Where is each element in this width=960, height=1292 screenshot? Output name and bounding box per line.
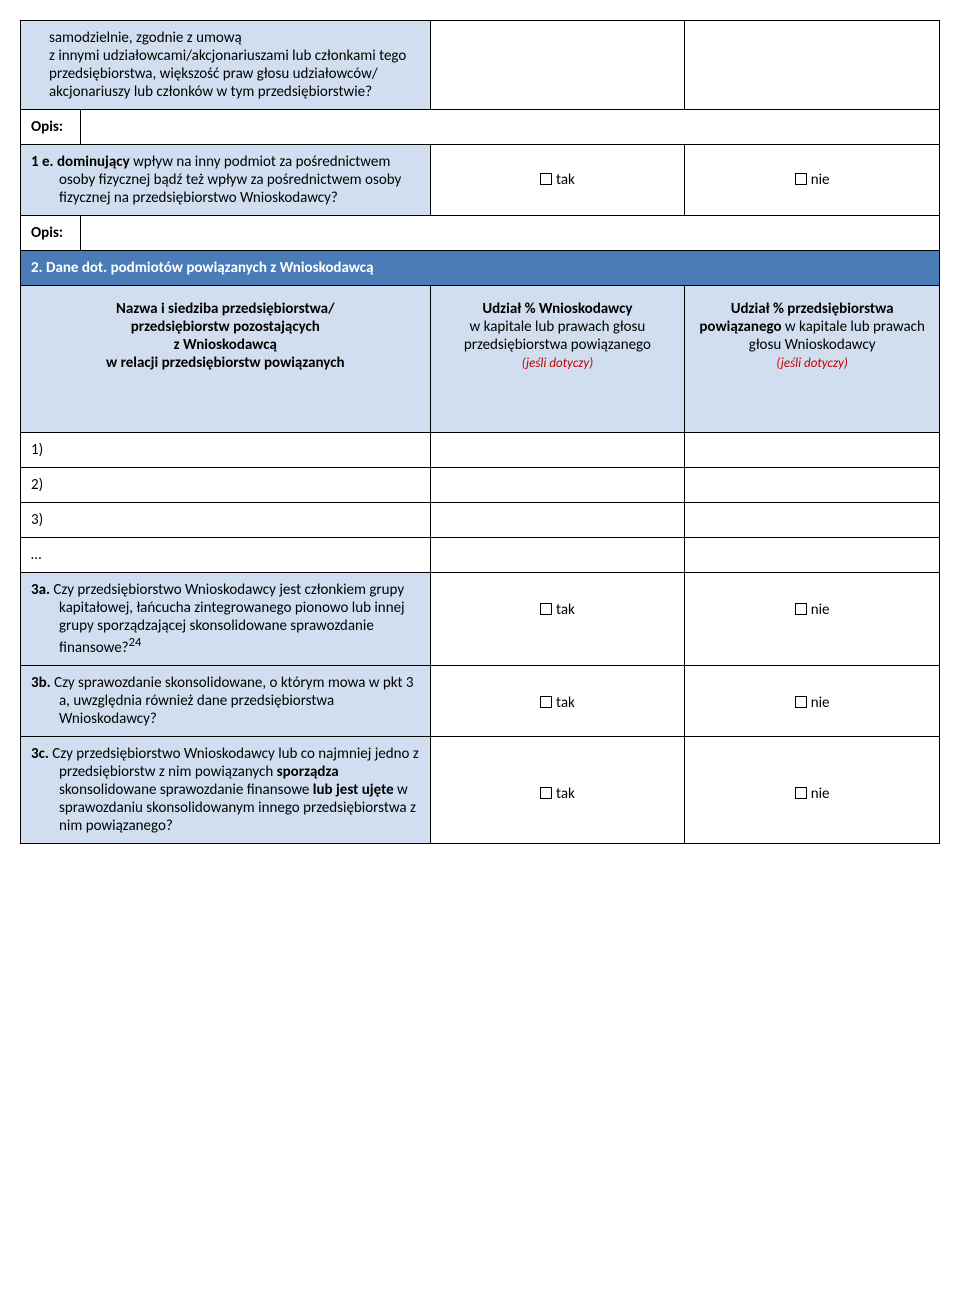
row-1e: 1 e. dominujący wpływ na inny podmiot za… <box>21 145 940 216</box>
q1d-line2: z innymi udziałowcami/akcjonariuszami lu… <box>49 47 406 101</box>
checkbox-icon[interactable] <box>795 173 807 185</box>
q3a-nie-cell[interactable]: nie <box>685 573 940 666</box>
row2-label[interactable]: 2) <box>21 468 431 503</box>
q1d-nie-cell <box>685 21 940 110</box>
q3c-prefix: 3c. <box>31 745 49 763</box>
row-3c: 3c. Czy przedsiębiorstwo Wnioskodawcy lu… <box>21 737 940 844</box>
row-opis-1d: Opis: <box>21 110 940 145</box>
q1e-prefix: 1 e. <box>31 153 54 171</box>
q3b-nie: nie <box>811 694 830 712</box>
row3-c2[interactable] <box>430 503 685 538</box>
c1l3: z Wnioskodawcą <box>174 336 277 354</box>
c2b: Udział % Wnioskodawcy <box>482 300 632 318</box>
section-2-heading-row: 2. Dane dot. podmiotów powiązanych z Wni… <box>21 251 940 286</box>
opis-label-1d: Opis: <box>21 110 81 145</box>
c1l2: przedsiębiorstw pozostających <box>131 318 320 336</box>
checkbox-icon[interactable] <box>540 787 552 799</box>
q3b-tak-cell[interactable]: tak <box>430 666 685 737</box>
q-1e-text: 1 e. dominujący wpływ na inny podmiot za… <box>21 145 431 216</box>
table-row: … <box>21 538 940 573</box>
col3-header: Udział % przedsiębiorstwa powiązanego w … <box>685 286 940 433</box>
q3a-sup: 24 <box>129 635 142 650</box>
opis-input-1e[interactable] <box>80 216 939 251</box>
row4-label[interactable]: … <box>21 538 431 573</box>
checkbox-icon[interactable] <box>795 787 807 799</box>
q1e-tak-cell[interactable]: tak <box>430 145 685 216</box>
checkbox-icon[interactable] <box>795 603 807 615</box>
row3-c3[interactable] <box>685 503 940 538</box>
c1l1: Nazwa i siedziba przedsiębiorstwa/ <box>116 300 334 318</box>
row-1d: samodzielnie, zgodnie z umową z innymi u… <box>21 21 940 110</box>
q3b-text: Czy sprawozdanie skonsolidowane, o który… <box>54 674 413 728</box>
q-1d-text: samodzielnie, zgodnie z umową z innymi u… <box>21 21 431 110</box>
checkbox-icon[interactable] <box>540 173 552 185</box>
c1l4: w relacji przedsiębiorstw powiązanych <box>106 354 345 372</box>
q-3c-text: 3c. Czy przedsiębiorstwo Wnioskodawcy lu… <box>21 737 431 844</box>
q3b-nie-cell[interactable]: nie <box>685 666 940 737</box>
q1e-lead: dominujący <box>54 153 130 171</box>
q3a-tak-cell[interactable]: tak <box>430 573 685 666</box>
q3a-prefix: 3a. <box>31 581 50 599</box>
checkbox-icon[interactable] <box>795 696 807 708</box>
opis-input-1d[interactable] <box>80 110 939 145</box>
q3c-tak: tak <box>556 785 575 803</box>
q3c-b2: lub jest ujęte <box>313 781 394 799</box>
q1e-tak: tak <box>556 171 575 189</box>
q3c-mid: skonsolidowane sprawozdanie finansowe <box>59 781 313 799</box>
c2r: w kapitale lub prawach głosu przedsiębio… <box>464 318 651 354</box>
q3b-tak: tak <box>556 694 575 712</box>
q-3b-text: 3b. Czy sprawozdanie skonsolidowane, o k… <box>21 666 431 737</box>
row-3b: 3b. Czy sprawozdanie skonsolidowane, o k… <box>21 666 940 737</box>
q1d-tak-cell <box>430 21 685 110</box>
row1-c3[interactable] <box>685 433 940 468</box>
q3a-tak: tak <box>556 601 575 619</box>
col1-header: Nazwa i siedziba przedsiębiorstwa/ przed… <box>21 286 431 433</box>
q1e-nie-cell[interactable]: nie <box>685 145 940 216</box>
row1-label[interactable]: 1) <box>21 433 431 468</box>
c2n: (jeśli dotyczy) <box>522 356 593 371</box>
q3c-tak-cell[interactable]: tak <box>430 737 685 844</box>
col2-header: Udział % Wnioskodawcy w kapitale lub pra… <box>430 286 685 433</box>
q1d-line1: samodzielnie, zgodnie z umową <box>49 29 242 47</box>
row2-c3[interactable] <box>685 468 940 503</box>
table-row: 3) <box>21 503 940 538</box>
q3a-text: Czy przedsiębiorstwo Wnioskodawcy jest c… <box>53 581 404 657</box>
form-table: samodzielnie, zgodnie z umową z innymi u… <box>20 20 940 844</box>
row-3a: 3a. Czy przedsiębiorstwo Wnioskodawcy je… <box>21 573 940 666</box>
section-2-heading: 2. Dane dot. podmiotów powiązanych z Wni… <box>21 251 940 286</box>
table-row: 1) <box>21 433 940 468</box>
row4-c2[interactable] <box>430 538 685 573</box>
checkbox-icon[interactable] <box>540 603 552 615</box>
c3n: (jeśli dotyczy) <box>776 356 847 371</box>
q3c-b1: sporządza <box>277 763 339 781</box>
row-opis-1e: Opis: <box>21 216 940 251</box>
q-3a-text: 3a. Czy przedsiębiorstwo Wnioskodawcy je… <box>21 573 431 666</box>
table-row: 2) <box>21 468 940 503</box>
q3b-prefix: 3b. <box>31 674 51 692</box>
row4-c3[interactable] <box>685 538 940 573</box>
row1-c2[interactable] <box>430 433 685 468</box>
opis-label-1e: Opis: <box>21 216 81 251</box>
q3c-nie-cell[interactable]: nie <box>685 737 940 844</box>
section-2-headers: Nazwa i siedziba przedsiębiorstwa/ przed… <box>21 286 940 433</box>
q3c-pre: Czy przedsiębiorstwo Wnioskodawcy lub co… <box>52 745 418 781</box>
q3a-nie: nie <box>811 601 830 619</box>
row3-label[interactable]: 3) <box>21 503 431 538</box>
q1e-nie: nie <box>811 171 830 189</box>
row2-c2[interactable] <box>430 468 685 503</box>
q3c-nie: nie <box>811 785 830 803</box>
checkbox-icon[interactable] <box>540 696 552 708</box>
